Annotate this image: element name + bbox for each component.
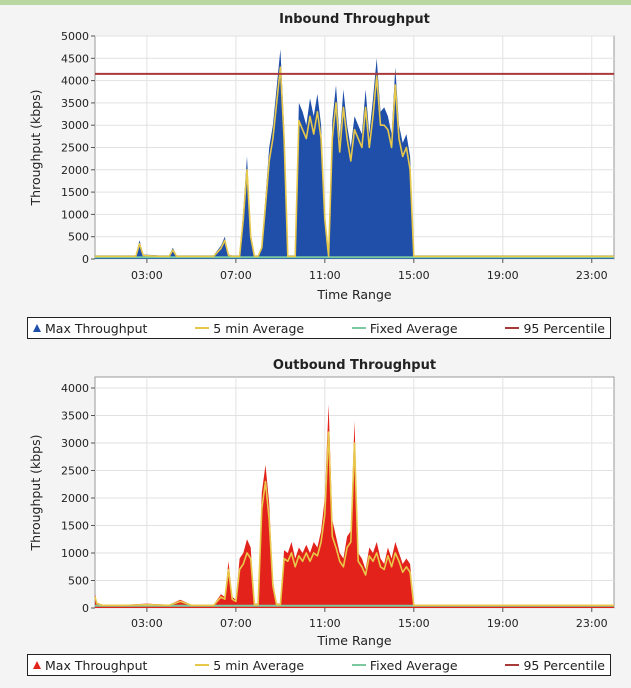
avg-line-icon [195, 664, 210, 666]
outbound-chart-panel: 0 500 1000 1500 2000 2500 3000 3500 4000 03:00 07:… [0, 350, 631, 688]
y-tick-label: 2000 [61, 492, 89, 505]
fixed-line-icon [351, 664, 366, 666]
max-throughput-marker-icon [33, 324, 41, 332]
legend-item-avg: 5 min Average [195, 321, 304, 336]
legend-item-p95: 95 Percentile [505, 321, 605, 336]
y-tick-label: 0 [82, 253, 89, 266]
x-tick-label: 11:00 [309, 617, 341, 630]
chart-title: Inbound Throughput [279, 12, 430, 27]
avg-line-icon [195, 327, 210, 329]
p95-line-icon [505, 327, 520, 329]
legend-label-avg: 5 min Average [213, 657, 305, 673]
legend-item-avg: 5 min Average [195, 658, 304, 673]
legend-label-max: Max Throughput [45, 320, 148, 336]
y-tick-label: 3000 [61, 437, 89, 450]
y-tick-label: 4500 [61, 52, 89, 65]
inbound-chart: 0 500 1000 1500 2000 2500 3000 3500 4000 4500 5000… [28, 12, 615, 302]
legend-label-max: Max Throughput [45, 657, 148, 673]
p95-line-icon [505, 664, 520, 666]
y-tick-label: 0 [82, 602, 89, 615]
legend-item-fixed: Fixed Average [351, 657, 458, 673]
y-tick-label: 3500 [61, 97, 89, 110]
legend-item-max: Max Throughput [33, 658, 147, 673]
y-tick-label: 3000 [61, 119, 89, 132]
x-tick-label: 15:00 [398, 269, 430, 282]
x-tick-label: 07:00 [220, 617, 252, 630]
x-tick-label: 03:00 [131, 269, 163, 282]
x-tick-label: 11:00 [309, 269, 341, 282]
max-throughput-area [95, 49, 614, 260]
outbound-chart: 0 500 1000 1500 2000 2500 3000 3500 4000 03:00 07:… [28, 358, 615, 648]
y-tick-label: 1500 [61, 186, 89, 199]
x-tick-label: 23:00 [576, 269, 608, 282]
x-tick-label: 07:00 [220, 269, 252, 282]
legend-label-fixed: Fixed Average [369, 320, 458, 336]
y-tick-label: 2000 [61, 164, 89, 177]
legend-item-max: Max Throughput [33, 321, 147, 336]
x-axis-label: Time Range [316, 287, 391, 302]
legend-label-p95: 95 Percentile [523, 657, 605, 673]
fixed-line-icon [351, 327, 366, 329]
inbound-legend: Max Throughput 5 min Average Fixed Avera… [27, 317, 611, 339]
chart-title: Outbound Throughput [273, 358, 436, 373]
y-axis-label: Throughput (kbps) [28, 90, 43, 207]
y-tick-label: 500 [68, 575, 89, 588]
legend-label-avg: 5 min Average [213, 320, 305, 336]
five-min-average-line [94, 431, 614, 607]
max-throughput-area [95, 404, 614, 608]
outbound-legend: Max Throughput 5 min Average Fixed Avera… [27, 654, 611, 676]
legend-item-fixed: Fixed Average [351, 320, 458, 336]
y-tick-label: 500 [68, 231, 89, 244]
x-tick-label: 03:00 [131, 617, 163, 630]
inbound-chart-panel: 0 500 1000 1500 2000 2500 3000 3500 4000 4500 5000… [0, 5, 631, 345]
five-min-average-line [95, 66, 614, 258]
y-tick-label: 1000 [61, 547, 89, 560]
y-tick-label: 4000 [61, 75, 89, 88]
y-tick-label: 4000 [61, 382, 89, 395]
x-tick-label: 23:00 [576, 617, 608, 630]
y-tick-label: 3500 [61, 410, 89, 423]
legend-label-p95: 95 Percentile [523, 320, 605, 336]
legend-label-fixed: Fixed Average [369, 657, 458, 673]
x-tick-label: 19:00 [487, 617, 519, 630]
legend-item-p95: 95 Percentile [505, 658, 605, 673]
y-tick-label: 1000 [61, 208, 89, 221]
y-tick-label: 5000 [61, 30, 89, 43]
x-tick-label: 19:00 [487, 269, 519, 282]
y-axis-label: Throughput (kbps) [28, 435, 43, 552]
x-axis-label: Time Range [316, 633, 391, 648]
max-throughput-marker-icon [33, 661, 41, 669]
y-tick-label: 2500 [61, 142, 89, 155]
x-tick-label: 15:00 [398, 617, 430, 630]
top-border [0, 0, 631, 5]
y-tick-label: 2500 [61, 465, 89, 478]
y-tick-label: 1500 [61, 520, 89, 533]
